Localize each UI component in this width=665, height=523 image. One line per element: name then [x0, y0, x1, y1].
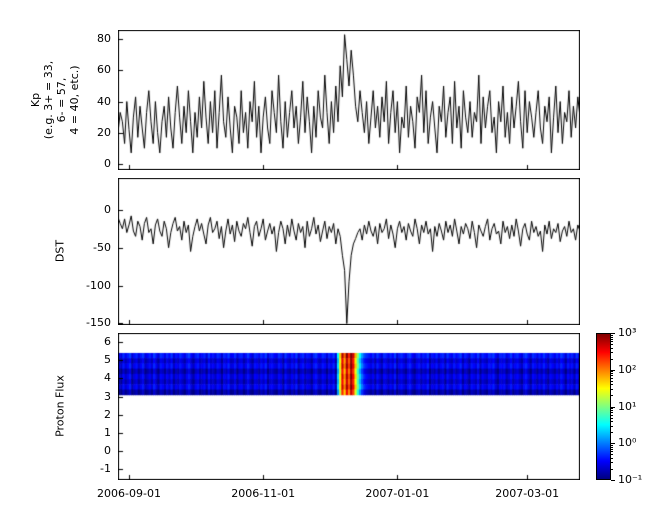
colorbar-tick [611, 406, 615, 408]
y-tick-label: 20 [97, 125, 111, 139]
colorbar-minor-tick [611, 373, 613, 375]
x-tick-label: 2007-01-01 [365, 487, 430, 500]
colorbar-minor-tick [611, 432, 613, 434]
y-tick-label: 5 [104, 353, 111, 367]
colorbar-minor-tick [611, 410, 613, 412]
colorbar-minor-tick [611, 414, 613, 416]
colorbar-tick [611, 480, 615, 481]
y-tick-label: 40 [97, 94, 111, 108]
y-tick-label: -1 [100, 462, 111, 476]
y-tick-label: 2 [104, 407, 111, 421]
colorbar [596, 333, 611, 480]
colorbar-minor-tick [611, 408, 613, 410]
colorbar-minor-tick [611, 380, 613, 382]
colorbar-tick [611, 333, 615, 334]
colorbar-minor-tick [611, 454, 613, 456]
colorbar-minor-tick [611, 417, 613, 419]
kp-plot-canvas [118, 30, 580, 170]
y-tick-label: 1 [104, 425, 111, 439]
colorbar-minor-tick [611, 421, 613, 423]
colorbar-minor-tick [611, 341, 613, 343]
colorbar-tick-label: 10¹ [618, 399, 637, 413]
y-tick-label: 60 [97, 63, 111, 77]
x-tick-label: 2007-03-01 [495, 487, 560, 500]
colorbar-minor-tick [611, 412, 613, 414]
colorbar-minor-tick [611, 375, 613, 377]
colorbar-minor-tick [611, 338, 613, 340]
y-tick-label: -100 [86, 278, 111, 292]
colorbar-minor-tick [611, 371, 613, 373]
colorbar-tick [611, 443, 615, 445]
colorbar-minor-tick [611, 451, 613, 453]
colorbar-minor-tick [611, 334, 613, 336]
colorbar-tick [611, 369, 615, 371]
colorbar-minor-tick [611, 444, 613, 446]
colorbar-minor-tick [611, 388, 613, 390]
colorbar-minor-tick [611, 395, 613, 397]
colorbar-tick-label: 10³ [618, 326, 637, 339]
colorbar-minor-tick [611, 344, 613, 346]
colorbar-minor-tick [611, 384, 613, 386]
y-tick-label: 0 [104, 202, 111, 216]
colorbar-tick-label: 10⁻¹ [618, 473, 643, 486]
dst-plot-canvas [118, 178, 580, 325]
y-tick-label: 6 [104, 335, 111, 349]
y-tick-label: -150 [86, 316, 111, 330]
y-tick-label: 80 [97, 32, 111, 46]
y-tick-label: 0 [104, 156, 111, 170]
colorbar-minor-tick [611, 468, 613, 470]
colorbar-minor-tick [611, 462, 613, 464]
y-tick-label: 4 [104, 371, 111, 385]
colorbar-minor-tick [611, 448, 613, 450]
colorbar-minor-tick [611, 358, 613, 360]
y-tick-label: -50 [93, 240, 111, 254]
colorbar-minor-tick [611, 377, 613, 379]
y-tick-label: 0 [104, 443, 111, 457]
x-tick-label: 2006-11-01 [231, 487, 296, 500]
x-tick-label: 2006-09-01 [97, 487, 161, 500]
colorbar-minor-tick [611, 352, 613, 354]
colorbar-minor-tick [611, 446, 613, 448]
colorbar-tick-label: 10² [618, 362, 637, 376]
colorbar-tick-label: 10⁰ [618, 436, 637, 450]
colorbar-minor-tick [611, 336, 613, 338]
y-tick-label: 3 [104, 389, 111, 403]
colorbar-minor-tick [611, 425, 613, 427]
colorbar-minor-tick [611, 347, 613, 349]
colorbar-minor-tick [611, 457, 613, 459]
proton_flux-plot-canvas [118, 333, 580, 480]
